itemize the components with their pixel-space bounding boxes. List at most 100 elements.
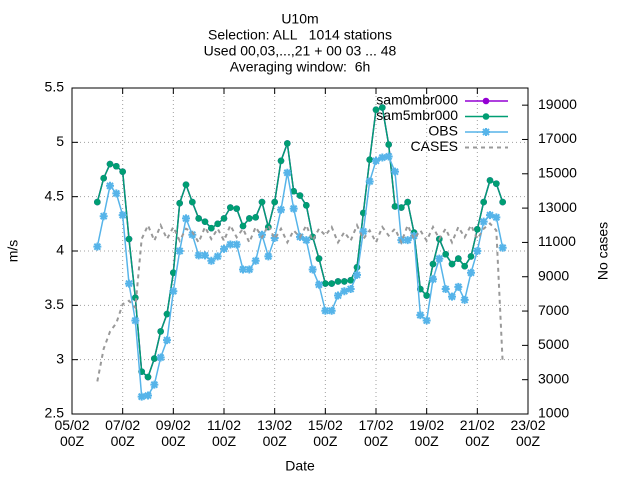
marker [303, 202, 310, 209]
marker [277, 157, 285, 165]
marker [353, 264, 361, 271]
x-tick-label: 07/02 00Z [105, 417, 141, 449]
marker [232, 240, 241, 249]
marker [106, 160, 114, 168]
marker [479, 217, 488, 226]
marker [448, 260, 456, 268]
marker [195, 215, 202, 222]
marker [322, 280, 329, 287]
marker [404, 198, 411, 206]
marker [201, 218, 209, 225]
marker [270, 233, 279, 242]
marker [220, 244, 228, 253]
y2-tick-label: 17000 [538, 130, 577, 146]
marker [144, 391, 152, 400]
marker [341, 278, 348, 285]
marker [277, 205, 285, 214]
marker [176, 199, 183, 207]
marker [100, 174, 107, 182]
marker [441, 285, 450, 294]
marker [429, 260, 437, 268]
marker [189, 198, 196, 206]
marker [347, 277, 354, 284]
marker [359, 227, 368, 236]
marker [239, 265, 247, 274]
marker [245, 265, 254, 274]
marker [246, 215, 253, 222]
marker [226, 240, 235, 249]
marker [391, 203, 399, 210]
marker [442, 250, 449, 258]
marker [334, 278, 342, 285]
marker [378, 153, 387, 162]
legend-marker [482, 97, 490, 105]
marker [239, 222, 247, 230]
marker [182, 181, 190, 189]
x-tick-label: 17/02 00Z [358, 417, 394, 449]
marker [144, 373, 152, 381]
marker [372, 106, 380, 114]
marker [175, 247, 184, 255]
y2-tick-label: 19000 [538, 96, 577, 112]
marker [435, 254, 444, 263]
marker [410, 231, 418, 240]
marker [227, 204, 234, 211]
marker [258, 230, 266, 239]
y-axis-label: m/s [5, 240, 21, 263]
marker [353, 270, 361, 279]
marker [460, 295, 469, 304]
marker [188, 230, 197, 239]
marker [220, 215, 228, 222]
marker [170, 269, 177, 277]
marker [493, 180, 500, 187]
y2-tick-label: 9000 [538, 267, 569, 283]
marker [169, 287, 178, 296]
legend-marker [482, 113, 490, 120]
marker [94, 198, 101, 206]
marker [315, 255, 323, 262]
marker [163, 336, 171, 345]
x-axis-label: Date [285, 458, 315, 474]
marker [131, 316, 140, 325]
marker [423, 292, 430, 299]
subtitle: Averaging window: 6h [230, 59, 371, 75]
marker [327, 306, 336, 315]
y-tick-label: 4 [56, 242, 64, 258]
marker [125, 279, 133, 288]
marker [448, 292, 456, 301]
marker [258, 198, 266, 206]
marker [403, 236, 412, 245]
marker [499, 198, 506, 206]
marker [113, 162, 120, 170]
marker [461, 262, 468, 270]
marker [454, 282, 463, 291]
marker [328, 280, 335, 287]
y2-tick-label: 1000 [538, 405, 569, 421]
marker [289, 204, 298, 213]
marker [321, 306, 330, 315]
marker [372, 156, 380, 165]
marker [416, 311, 425, 320]
marker [384, 152, 393, 161]
marker [474, 225, 481, 233]
marker [251, 256, 260, 265]
marker [398, 204, 405, 211]
x-tick-label: 23/02 00Z [510, 417, 546, 449]
marker [207, 256, 216, 265]
x-tick-label: 09/02 00Z [155, 417, 191, 449]
marker [125, 235, 133, 243]
marker [391, 167, 399, 176]
y2-tick-label: 11000 [538, 233, 576, 249]
subtitle: Used 00,03,...,21 + 00 03 ... 48 [204, 43, 397, 59]
marker [422, 316, 431, 325]
y-tick-label: 5.5 [45, 79, 65, 95]
marker [486, 177, 494, 184]
y2-axis-label: No cases [595, 222, 611, 280]
marker [296, 192, 304, 199]
marker [486, 211, 494, 220]
x-tick-label: 15/02 00Z [307, 417, 343, 449]
x-tick-label: 11/02 00Z [207, 417, 241, 449]
x-tick-label: 05/02 00Z [54, 417, 90, 449]
marker [283, 168, 292, 177]
